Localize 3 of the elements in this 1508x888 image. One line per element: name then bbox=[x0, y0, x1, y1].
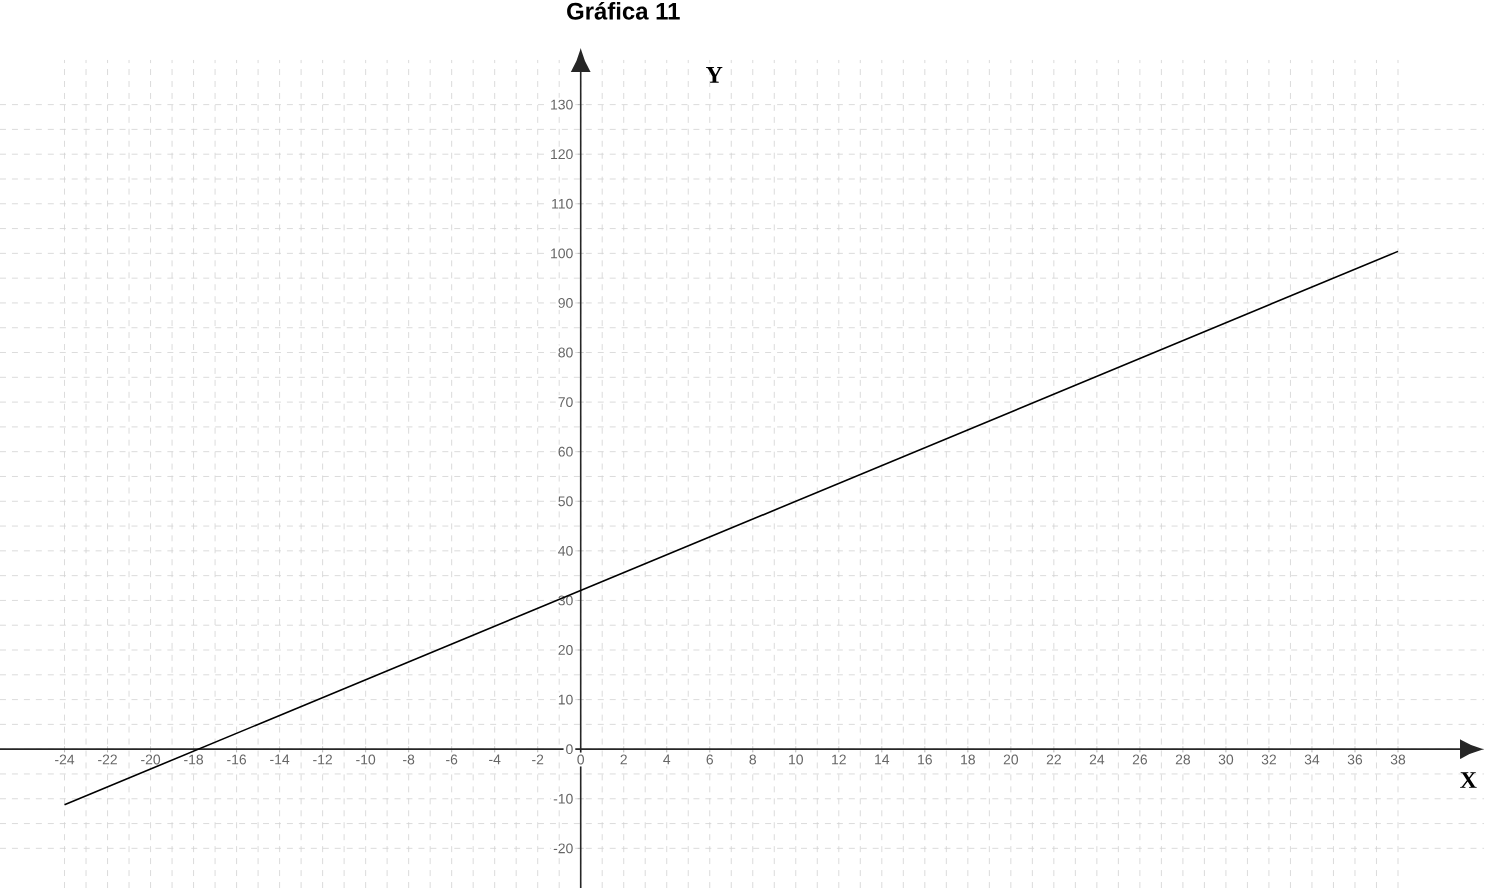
y-axis-title: Y bbox=[706, 67, 723, 83]
chart-title: Gráfica 11 bbox=[567, 1, 680, 20]
x-axis-title: X bbox=[1460, 772, 1477, 788]
